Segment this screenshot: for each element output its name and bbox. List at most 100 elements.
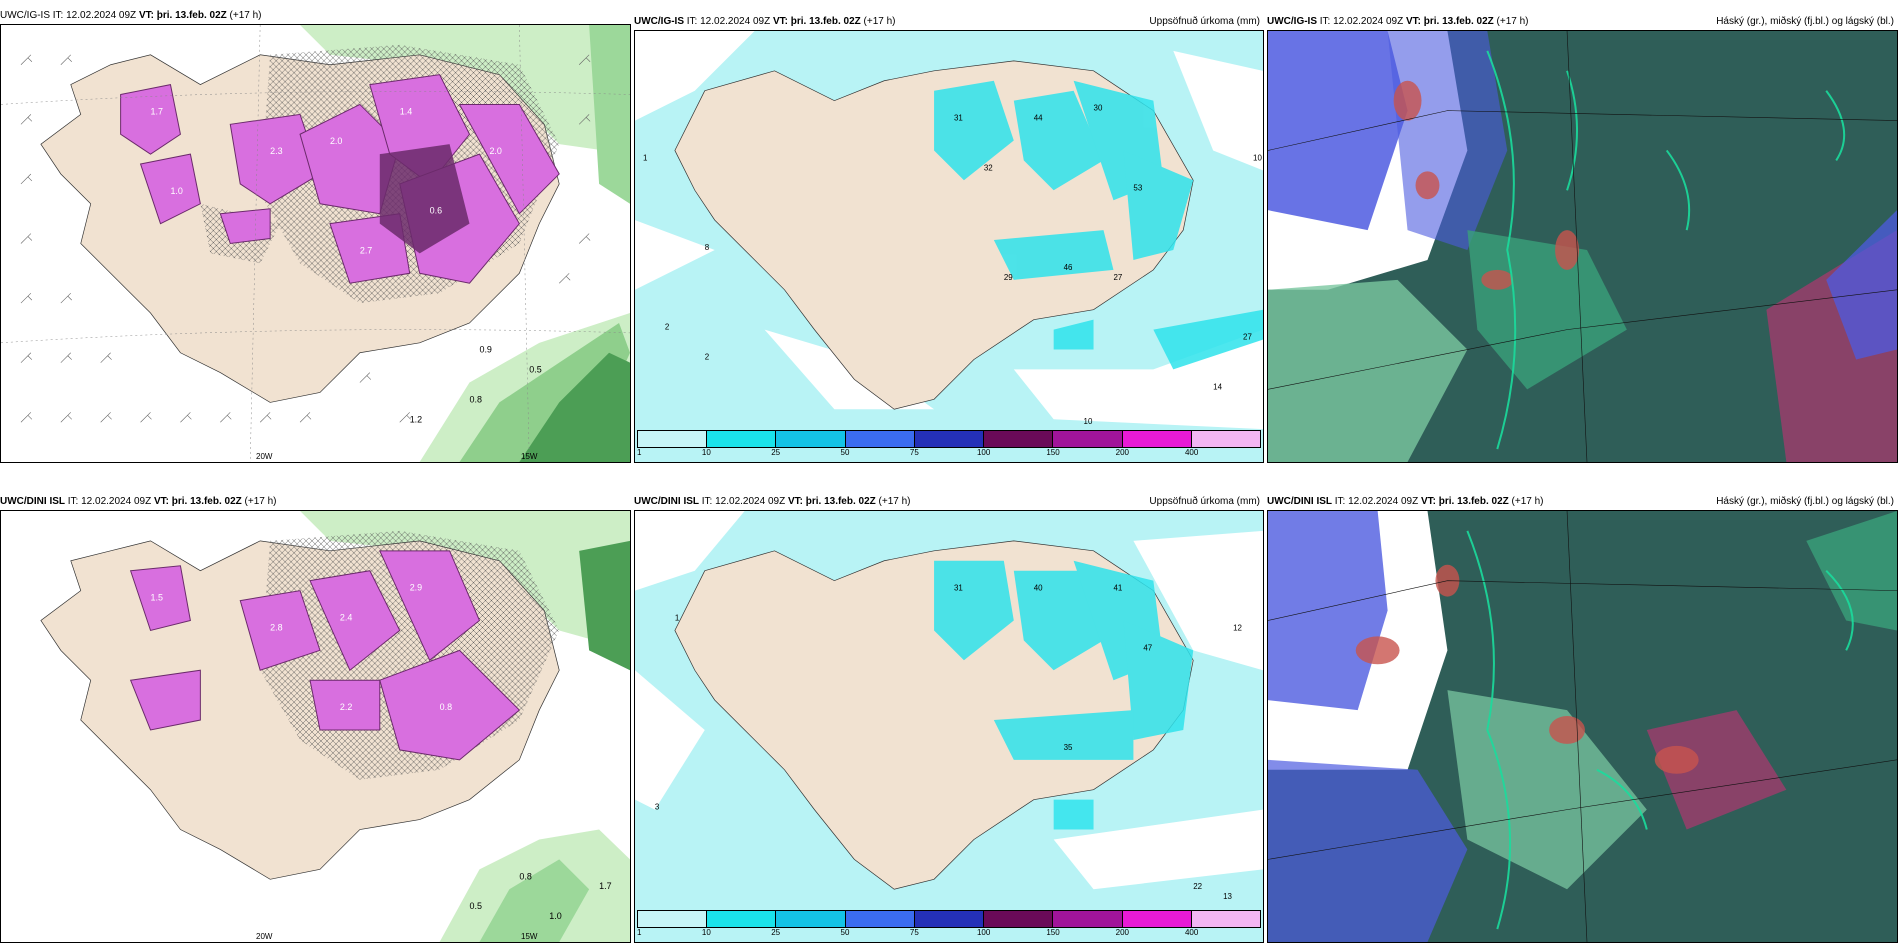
svg-text:2.2: 2.2 — [340, 702, 352, 712]
svg-text:1.0: 1.0 — [170, 186, 182, 196]
panel-title-prefix: IT: 12.02.2024 09Z — [65, 496, 154, 507]
panel-lead: (+17 h) — [1511, 496, 1544, 507]
svg-text:1.4: 1.4 — [400, 106, 412, 116]
colorbar-labels: 1 10 25 50 75 100 150 200 400 — [637, 928, 1261, 940]
colorbar — [637, 910, 1261, 928]
panel-model: UWC/IG-IS — [1267, 16, 1317, 27]
svg-text:2: 2 — [665, 323, 670, 332]
snow-map: 1.5 2.8 2.4 2.9 0.8 2.2 0.5 0.8 1.0 1.7 — [1, 511, 630, 942]
svg-text:0.6: 0.6 — [430, 206, 442, 216]
panel-header: UWC/IG-IS IT: 12.02.2024 09Z VT: þri. 13… — [634, 14, 1264, 30]
panel-lead: (+17 h) — [863, 16, 896, 27]
svg-text:2.7: 2.7 — [360, 245, 372, 255]
cloud-map — [1268, 511, 1897, 942]
panel-valid-time: VT: þri. 13.feb. 02Z — [1420, 496, 1509, 507]
lon-label-20w: 20W — [256, 932, 273, 941]
svg-text:8: 8 — [705, 243, 710, 252]
panel-snow-igis: UWC/IG-IS IT: 12.02.2024 09Z VT: þri. 13… — [0, 8, 631, 463]
colorbar-swatch — [638, 911, 708, 927]
colorbar-swatch — [914, 911, 985, 927]
colorbar-swatch — [707, 911, 777, 927]
snow-map: 1.7 1.0 2.3 2.0 1.4 0.6 2.0 2.7 0.5 0.8 1.2 0.… — [1, 25, 630, 462]
panel-header: UWC/DINI ISL IT: 12.02.2024 09Z VT: þri.… — [1267, 494, 1898, 510]
svg-text:2.3: 2.3 — [270, 146, 282, 156]
svg-text:46: 46 — [1064, 263, 1073, 272]
lon-label-15w: 15W — [521, 932, 538, 941]
colorbar-label: 100 — [976, 448, 991, 457]
panel-valid-time: VT: þri. 13.feb. 02Z — [153, 496, 242, 507]
panel-title-prefix: IT: 12.02.2024 09Z — [684, 16, 773, 27]
map-frame: 1.5 2.8 2.4 2.9 0.8 2.2 0.5 0.8 1.0 1.7 20W 1… — [0, 510, 631, 943]
panel-clouds-dini: UWC/DINI ISL IT: 12.02.2024 09Z VT: þri.… — [1267, 494, 1898, 943]
svg-text:27: 27 — [1113, 273, 1122, 282]
svg-text:41: 41 — [1113, 584, 1122, 593]
colorbar-swatch — [1122, 911, 1192, 927]
svg-text:1.0: 1.0 — [549, 911, 561, 921]
panel-header: UWC/IG-IS IT: 12.02.2024 09Z VT: þri. 13… — [1267, 14, 1898, 30]
svg-text:1.5: 1.5 — [151, 593, 163, 603]
colorbar-labels: 1 10 25 50 75 100 150 200 400 — [637, 448, 1261, 460]
panel-model: UWC/DINI ISL — [1267, 496, 1332, 507]
svg-text:31: 31 — [954, 114, 963, 123]
precip-map: 1 8 2 2 31 32 44 30 53 46 10 27 14 10 29 27 — [635, 31, 1263, 462]
panel-title-prefix: IT: 12.02.2024 09Z — [1317, 16, 1406, 27]
svg-text:2: 2 — [705, 352, 710, 361]
colorbar-label: 50 — [840, 448, 850, 457]
colorbar-label: 50 — [840, 928, 850, 937]
svg-text:1: 1 — [675, 613, 680, 622]
colorbar-label: 75 — [909, 928, 919, 937]
map-frame — [1267, 30, 1898, 463]
colorbar-label: 25 — [771, 448, 781, 457]
colorbar-label: 10 — [701, 448, 711, 457]
panel-lead: (+17 h) — [878, 496, 911, 507]
panel-precip-dini: UWC/DINI ISL IT: 12.02.2024 09Z VT: þri.… — [634, 494, 1264, 943]
map-frame: 1.7 1.0 2.3 2.0 1.4 0.6 2.0 2.7 0.5 0.8 1.2 0.… — [0, 24, 631, 463]
svg-text:40: 40 — [1034, 584, 1043, 593]
svg-text:14: 14 — [1213, 382, 1222, 391]
colorbar-label: 200 — [1115, 928, 1130, 937]
colorbar-swatch — [984, 431, 1054, 447]
svg-text:22: 22 — [1193, 882, 1202, 891]
panel-valid-time: VT: þri. 13.feb. 02Z — [1405, 16, 1494, 27]
colorbar — [637, 430, 1261, 448]
colorbar-swatch — [984, 911, 1054, 927]
svg-text:1.7: 1.7 — [151, 106, 163, 116]
map-frame — [1267, 510, 1898, 943]
panel-field-name: Háský (gr.), miðský (fj.bl.) og lágský (… — [1716, 16, 1894, 27]
svg-text:35: 35 — [1064, 743, 1073, 752]
svg-text:32: 32 — [984, 163, 993, 172]
colorbar-label: 400 — [1184, 928, 1199, 937]
lon-label-20w: 20W — [256, 452, 273, 461]
colorbar-label: 75 — [909, 448, 919, 457]
colorbar-swatch — [1191, 911, 1260, 927]
svg-text:2.0: 2.0 — [330, 136, 342, 146]
svg-text:1.7: 1.7 — [599, 881, 611, 891]
colorbar-label: 150 — [1046, 928, 1060, 937]
colorbar-label: 1 — [637, 928, 642, 937]
colorbar-swatch — [845, 911, 915, 927]
map-frame: 1 8 2 2 31 32 44 30 53 46 10 27 14 10 29 27 1 10 2… — [634, 30, 1264, 463]
panel-header: UWC/IG-IS IT: 12.02.2024 09Z VT: þri. 13… — [0, 8, 631, 24]
colorbar-swatch — [845, 431, 915, 447]
panel-model: UWC/IG-IS — [634, 16, 684, 27]
colorbar-label: 10 — [701, 928, 711, 937]
panel-lead: (+17 h) — [229, 10, 262, 21]
colorbar-label: 150 — [1046, 448, 1060, 457]
colorbar-swatch — [914, 431, 985, 447]
colorbar-label: 200 — [1115, 448, 1130, 457]
svg-text:10: 10 — [1253, 153, 1262, 162]
panel-valid-time: VT: þri. 13.feb. 02Z — [138, 10, 227, 21]
panel-valid-time: VT: þri. 13.feb. 02Z — [772, 16, 861, 27]
panel-snow-dini: UWC/DINI ISL IT: 12.02.2024 09Z VT: þri.… — [0, 494, 631, 943]
panel-field-name: Uppsöfnuð úrkoma (mm) — [1149, 16, 1260, 27]
colorbar-label: 400 — [1184, 448, 1199, 457]
svg-text:3: 3 — [655, 803, 660, 812]
cloud-map — [1268, 31, 1897, 462]
colorbar-swatch — [638, 431, 708, 447]
colorbar-swatch — [776, 911, 846, 927]
panel-model: UWC/DINI ISL — [634, 496, 699, 507]
colorbar-swatch — [1191, 431, 1260, 447]
panel-field-name: Uppsöfnuð úrkoma (mm) — [1149, 496, 1260, 507]
svg-text:13: 13 — [1223, 892, 1232, 901]
